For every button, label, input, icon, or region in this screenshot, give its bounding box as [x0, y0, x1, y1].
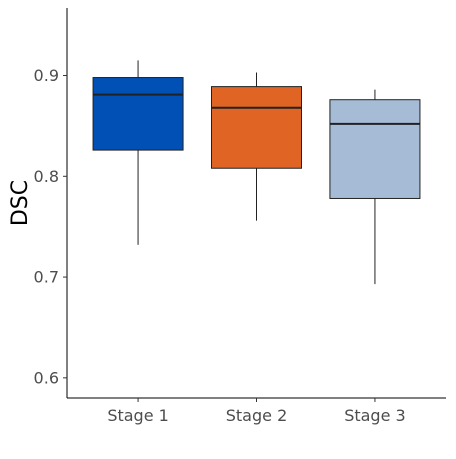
y-tick-label: 0.7 — [34, 268, 59, 287]
x-tick-label: Stage 2 — [226, 406, 288, 425]
x-axis-ticks: Stage 1 Stage 2 Stage 3 — [107, 398, 406, 425]
x-tick-label: Stage 1 — [107, 406, 169, 425]
y-axis-title: DSC — [8, 180, 33, 226]
iqr-box — [329, 99, 421, 199]
box-stage-1 — [92, 60, 184, 245]
y-tick-label: 0.9 — [34, 66, 59, 85]
y-tick-label: 0.8 — [34, 167, 59, 186]
box-stage-3 — [329, 89, 421, 285]
x-tick-label: Stage 3 — [344, 406, 406, 425]
box-stage-2 — [210, 72, 303, 221]
y-tick-label: 0.6 — [34, 368, 59, 387]
plot-area — [92, 60, 421, 285]
iqr-box — [210, 86, 303, 169]
y-axis-ticks: 0.6 0.7 0.8 0.9 — [34, 66, 67, 387]
iqr-box — [92, 77, 184, 151]
